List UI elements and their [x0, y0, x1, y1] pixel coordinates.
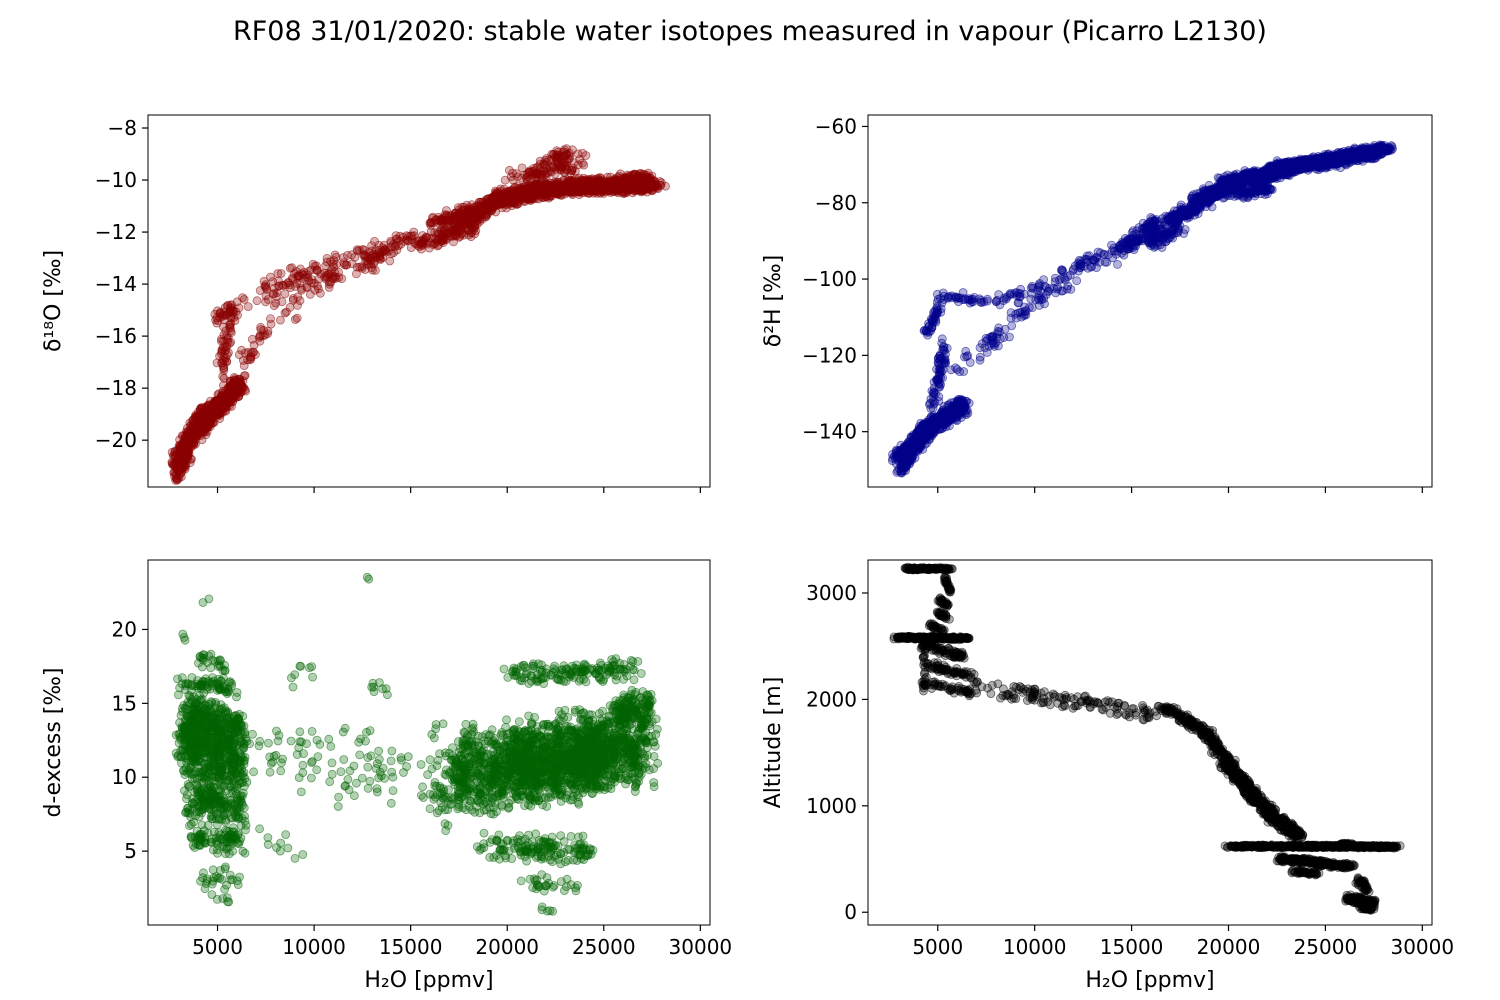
- x-axis-delta2H: [937, 487, 1423, 493]
- y-tick-label: −14: [95, 272, 137, 296]
- y-tick-label: 1000: [806, 794, 857, 818]
- x-tick-label: 30000: [669, 935, 733, 959]
- axes-spines-dexcess: [147, 559, 711, 926]
- y-tick-label: −120: [802, 343, 857, 367]
- x-tick-label: 20000: [475, 935, 539, 959]
- y-tick-label: 3000: [806, 581, 857, 605]
- chart-altitude: 0 1000 2000 3000 5000 10000 15000 20000 25000 300…: [761, 559, 1454, 993]
- x-tick-label: 25000: [572, 935, 636, 959]
- y-axis-altitude: 0 1000 2000 3000: [806, 581, 868, 924]
- x-axis-dexcess: 5000 10000 15000 20000 25000 30000: [192, 925, 732, 959]
- axes-spines-altitude: [867, 559, 1433, 926]
- x-tick-label: 5000: [192, 935, 243, 959]
- y-axis-label-delta2H: δ²H [‰]: [761, 255, 786, 348]
- chart-delta18O: −20 −18 −16 −14 −12 −10 −8 δ¹⁸O [‰]: [41, 114, 711, 493]
- scatter-points-dexcess: [171, 572, 663, 916]
- x-tick-label: 5000: [912, 935, 963, 959]
- y-tick-label: 20: [112, 617, 137, 641]
- x-tick-label: 25000: [1294, 935, 1358, 959]
- y-axis-label-dexcess: d-excess [‰]: [41, 668, 66, 818]
- y-tick-label: −10: [95, 168, 137, 192]
- x-axis-label-altitude: H₂O [ppmv]: [1085, 968, 1214, 993]
- axes-spines-delta2H: [867, 114, 1433, 488]
- y-tick-label: 10: [112, 765, 137, 789]
- x-axis-altitude: 5000 10000 15000 20000 25000 30000: [912, 925, 1454, 959]
- y-axis-dexcess: 5 10 15 20: [112, 617, 148, 863]
- y-tick-label: −20: [95, 428, 137, 452]
- scatter-points-delta18O: [167, 144, 670, 485]
- y-tick-label: −12: [95, 220, 137, 244]
- chart-delta2H: −140 −120 −100 −80 −60 δ²H [‰]: [761, 114, 1433, 493]
- y-tick-label: −60: [815, 114, 857, 138]
- y-axis-label-delta18O: δ¹⁸O [‰]: [41, 250, 66, 352]
- x-tick-label: 20000: [1197, 935, 1261, 959]
- x-tick-label: 10000: [282, 935, 346, 959]
- y-axis-delta2H: −140 −120 −100 −80 −60: [802, 114, 868, 444]
- y-tick-label: 15: [112, 691, 137, 715]
- x-tick-label: 30000: [1390, 935, 1454, 959]
- x-tick-label: 15000: [1100, 935, 1164, 959]
- scatter-points-delta2H: [887, 140, 1397, 478]
- scatter-points-altitude: [889, 562, 1405, 915]
- x-axis-label-dexcess: H₂O [ppmv]: [364, 968, 493, 993]
- y-tick-label: −100: [802, 267, 857, 291]
- y-tick-label: −18: [95, 376, 137, 400]
- y-tick-label: −8: [108, 116, 137, 140]
- figure-title: RF08 31/01/2020: stable water isotopes m…: [233, 16, 1267, 47]
- axes-spines-delta18O: [147, 114, 711, 488]
- y-tick-label: 0: [844, 900, 857, 924]
- y-tick-label: −140: [802, 420, 857, 444]
- x-axis-delta18O: [216, 487, 701, 493]
- y-tick-label: 5: [124, 839, 137, 863]
- y-tick-label: −80: [815, 191, 857, 215]
- y-axis-delta18O: −20 −18 −16 −14 −12 −10 −8: [95, 116, 148, 452]
- x-tick-label: 10000: [1003, 935, 1067, 959]
- chart-dexcess: 5 10 15 20 5000 10000 15000 20000 25000 30000 d-ex…: [41, 559, 732, 993]
- y-tick-label: 2000: [806, 687, 857, 711]
- x-tick-label: 15000: [379, 935, 443, 959]
- y-axis-label-altitude: Altitude [m]: [761, 677, 786, 809]
- y-tick-label: −16: [95, 324, 137, 348]
